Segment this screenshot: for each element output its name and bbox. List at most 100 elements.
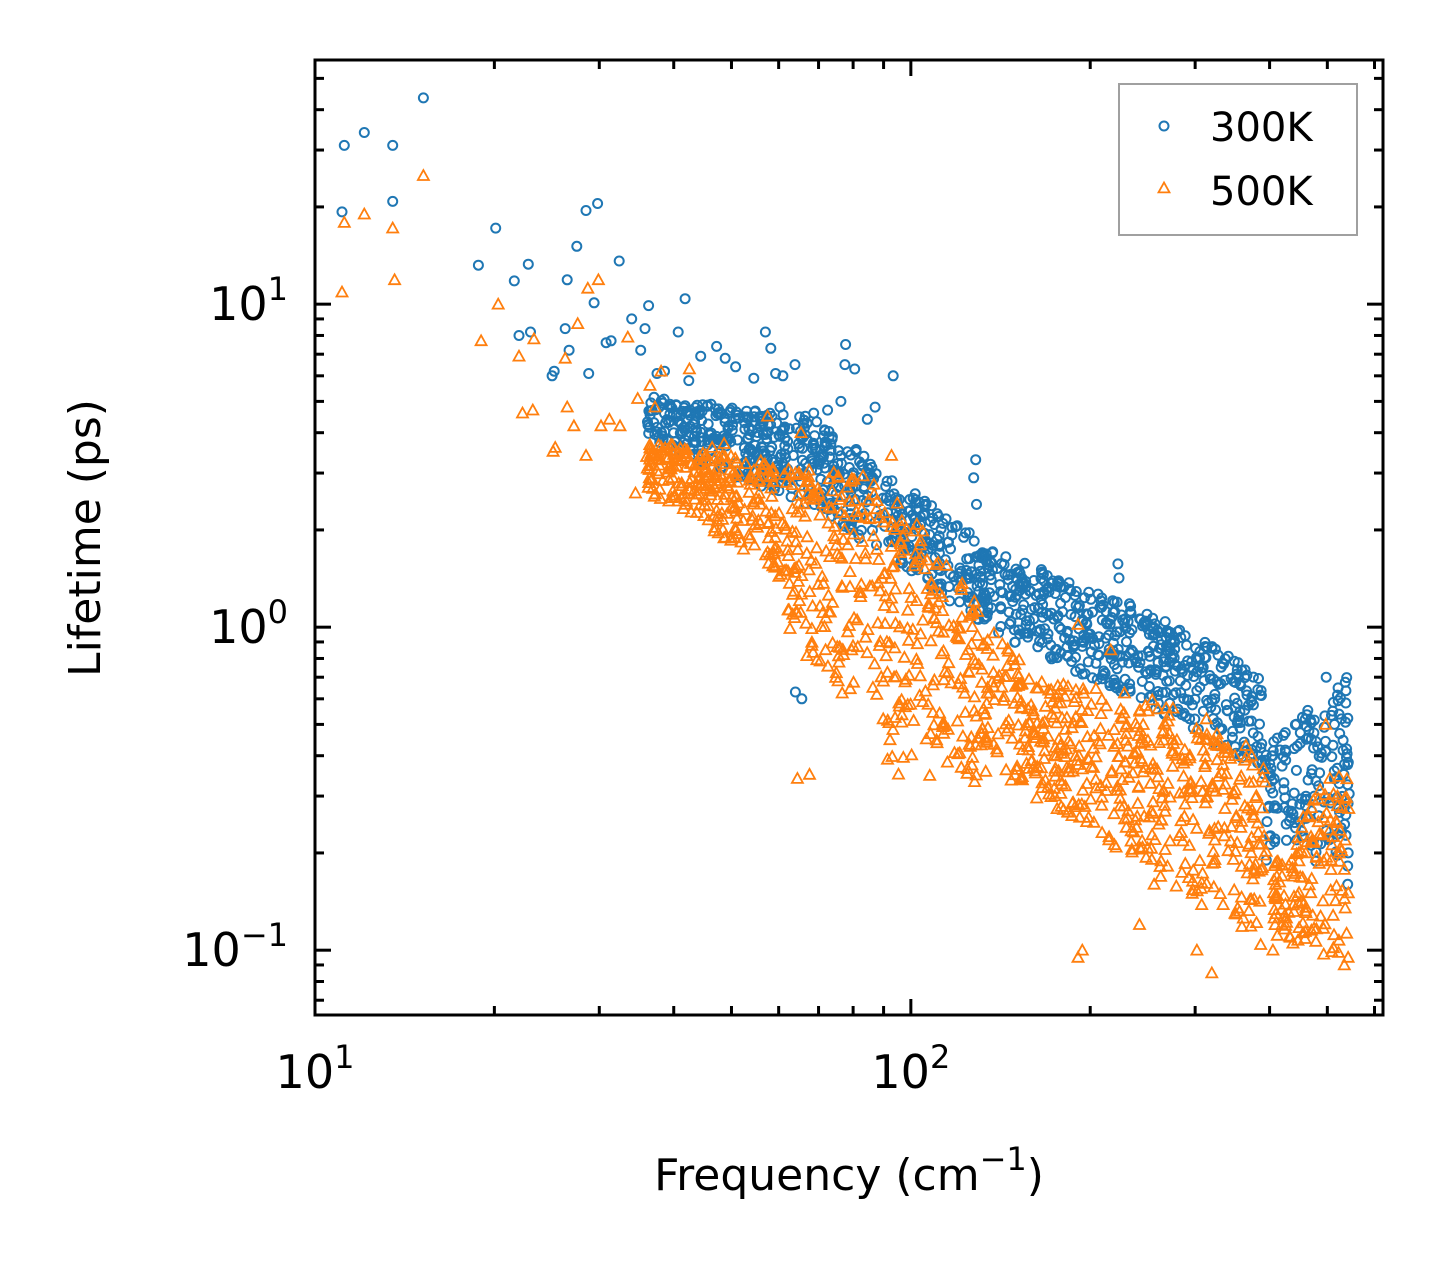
data-point bbox=[850, 639, 865, 653]
data-point bbox=[726, 501, 741, 514]
data-point bbox=[846, 526, 861, 540]
legend-marker-500k bbox=[1156, 180, 1172, 194]
data-point bbox=[684, 504, 699, 518]
data-point bbox=[1265, 942, 1280, 956]
data-point bbox=[566, 418, 581, 432]
data-point bbox=[857, 510, 872, 523]
data-point bbox=[1130, 744, 1145, 757]
data-point bbox=[787, 561, 802, 574]
data-point bbox=[954, 760, 969, 773]
data-point bbox=[1186, 699, 1198, 711]
data-point bbox=[1175, 687, 1187, 699]
data-point bbox=[1087, 606, 1098, 618]
data-point bbox=[999, 762, 1014, 776]
data-point bbox=[1206, 642, 1218, 654]
data-point bbox=[970, 730, 985, 744]
data-point bbox=[836, 532, 851, 545]
data-point bbox=[1292, 920, 1307, 933]
data-point bbox=[1009, 762, 1024, 775]
data-point bbox=[1218, 776, 1233, 790]
data-point bbox=[1174, 624, 1186, 636]
data-point bbox=[1211, 769, 1226, 782]
data-point bbox=[800, 474, 815, 488]
data-point bbox=[1189, 942, 1204, 956]
data-point bbox=[1051, 652, 1063, 664]
data-point bbox=[806, 645, 821, 658]
data-point bbox=[593, 418, 609, 432]
data-point bbox=[663, 437, 679, 450]
data-point bbox=[968, 535, 980, 547]
data-point bbox=[858, 450, 870, 462]
data-point bbox=[670, 410, 682, 422]
data-point bbox=[1130, 657, 1142, 668]
data-point bbox=[962, 569, 974, 581]
data-point bbox=[762, 426, 774, 438]
data-point bbox=[1039, 623, 1051, 635]
data-point bbox=[789, 686, 801, 698]
data-point bbox=[1246, 807, 1261, 821]
data-point bbox=[1029, 680, 1044, 694]
data-point bbox=[994, 679, 1009, 693]
data-point bbox=[931, 555, 946, 568]
data-point bbox=[659, 407, 670, 419]
data-point bbox=[588, 297, 600, 309]
data-point bbox=[785, 587, 800, 600]
data-point bbox=[1152, 735, 1167, 748]
data-point bbox=[687, 418, 699, 430]
data-point bbox=[1125, 600, 1137, 612]
data-point bbox=[1129, 820, 1144, 833]
data-point bbox=[995, 621, 1007, 632]
series-500k bbox=[334, 168, 1356, 979]
data-point bbox=[1332, 689, 1343, 701]
data-point bbox=[1010, 608, 1022, 620]
data-point bbox=[1172, 626, 1184, 638]
data-point bbox=[876, 673, 891, 687]
data-point bbox=[1001, 713, 1016, 726]
data-point bbox=[1332, 695, 1344, 707]
data-point bbox=[620, 329, 635, 343]
data-point bbox=[660, 450, 675, 464]
data-point bbox=[741, 411, 753, 423]
data-point bbox=[982, 685, 997, 699]
data-point bbox=[955, 728, 970, 742]
data-point bbox=[1286, 897, 1301, 911]
data-point bbox=[964, 757, 979, 771]
data-point bbox=[1281, 834, 1292, 846]
data-point bbox=[1226, 852, 1241, 865]
data-point bbox=[809, 540, 824, 554]
data-point bbox=[1285, 860, 1300, 873]
data-point bbox=[1046, 653, 1058, 665]
data-point bbox=[1159, 616, 1171, 628]
data-point bbox=[774, 401, 786, 413]
data-point bbox=[1174, 865, 1189, 878]
data-point bbox=[1253, 937, 1268, 950]
data-point bbox=[1075, 942, 1090, 956]
data-point bbox=[1118, 732, 1133, 746]
data-point bbox=[1150, 769, 1165, 783]
legend: 300K 500K bbox=[1118, 83, 1358, 236]
data-point bbox=[789, 359, 801, 371]
data-point bbox=[698, 452, 713, 466]
data-point bbox=[771, 505, 787, 519]
data-point bbox=[1279, 744, 1291, 756]
data-point bbox=[912, 552, 927, 565]
data-point bbox=[1313, 908, 1328, 922]
data-point bbox=[1308, 934, 1323, 947]
data-point bbox=[1176, 768, 1191, 782]
data-point bbox=[778, 518, 793, 531]
data-point bbox=[1053, 695, 1068, 709]
data-point bbox=[664, 443, 679, 457]
data-point bbox=[934, 540, 946, 552]
data-point bbox=[1332, 845, 1347, 859]
data-point bbox=[884, 448, 899, 461]
data-point bbox=[793, 504, 808, 518]
data-point bbox=[651, 426, 663, 438]
data-point bbox=[990, 671, 1005, 684]
data-point bbox=[1121, 803, 1136, 817]
data-point bbox=[1142, 645, 1154, 657]
data-point bbox=[1207, 673, 1219, 685]
data-point bbox=[907, 558, 922, 572]
data-point bbox=[560, 399, 575, 413]
data-point bbox=[1290, 718, 1302, 730]
data-point bbox=[850, 509, 865, 522]
